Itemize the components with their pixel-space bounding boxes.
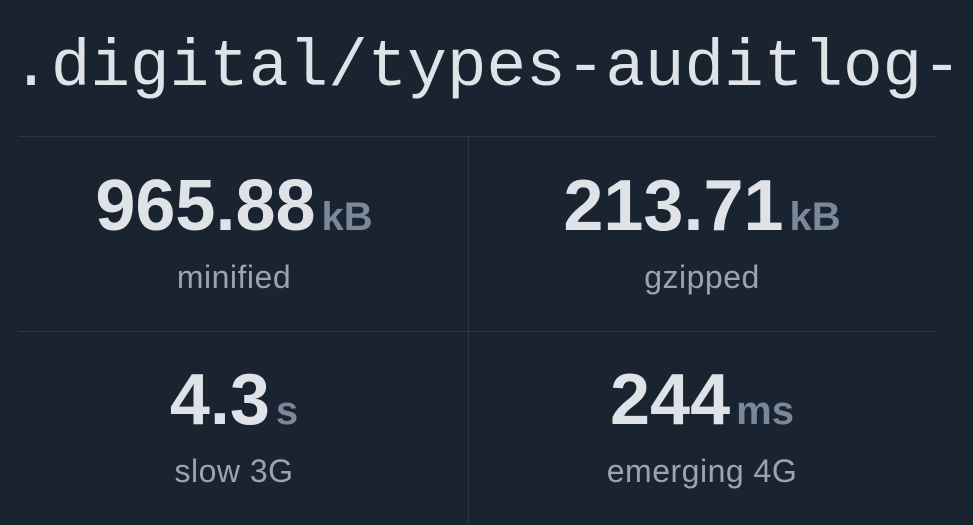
stat-unit: s: [275, 389, 299, 433]
divider: [18, 331, 936, 332]
stat-unit: kB: [321, 195, 373, 239]
stat-label: gzipped: [644, 259, 760, 295]
stat-value-row: 965.88 kB: [9, 166, 459, 257]
stat-value: 965.88: [95, 166, 316, 246]
stat-value: 4.3: [169, 360, 270, 440]
stat: 244 ms emerging 4G: [477, 360, 927, 491]
stat-value: 213.71: [563, 166, 784, 246]
stat-label: emerging 4G: [606, 453, 798, 489]
stat: 4.3 s slow 3G: [9, 360, 459, 491]
stat-label: minified: [176, 259, 292, 295]
stat-unit: ms: [736, 389, 794, 433]
stat-value-row: 4.3 s: [9, 360, 459, 451]
stat-value-row: 244 ms: [477, 360, 927, 451]
stat: 213.71 kB gzipped: [477, 166, 927, 297]
stat-label: slow 3G: [174, 453, 294, 489]
stat-unit: kB: [789, 195, 841, 239]
stat-value: 244: [610, 360, 731, 440]
divider: [18, 136, 936, 137]
stat-value-row: 213.71 kB: [477, 166, 927, 257]
package-title: .digital/types-auditlog-: [11, 30, 962, 105]
divider: [468, 136, 469, 525]
stat: 965.88 kB minified: [9, 166, 459, 297]
